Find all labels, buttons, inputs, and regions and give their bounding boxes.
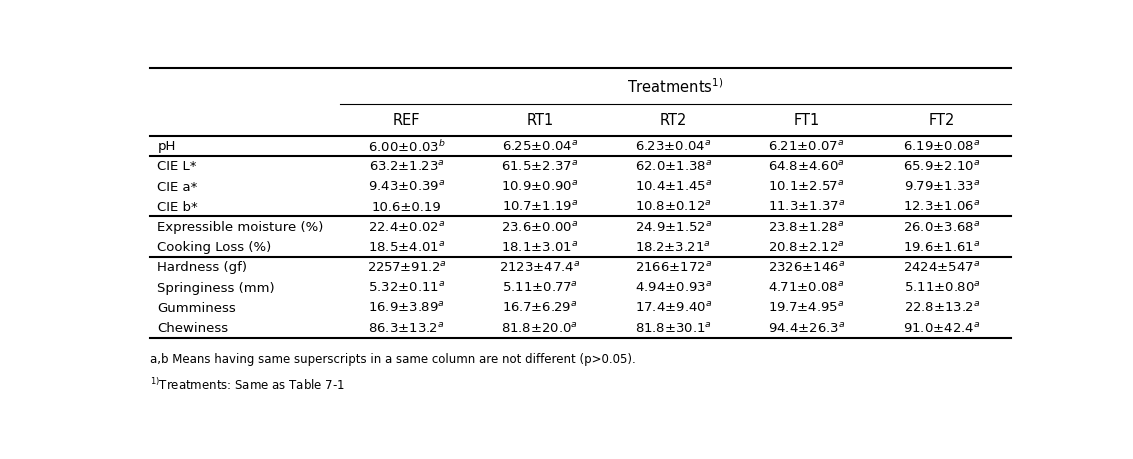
Text: 5.32±0.11$^{a}$: 5.32±0.11$^{a}$ xyxy=(368,280,445,294)
Text: 22.8±13.2$^{a}$: 22.8±13.2$^{a}$ xyxy=(904,301,980,314)
Text: 11.3±1.37$^{a}$: 11.3±1.37$^{a}$ xyxy=(768,200,845,214)
Text: 19.7±4.95$^{a}$: 19.7±4.95$^{a}$ xyxy=(768,301,845,314)
Text: 23.6±0.00$^{a}$: 23.6±0.00$^{a}$ xyxy=(501,220,579,234)
Text: 22.4±0.02$^{a}$: 22.4±0.02$^{a}$ xyxy=(368,220,445,234)
Text: 18.2±3.21$^{a}$: 18.2±3.21$^{a}$ xyxy=(636,240,712,254)
Text: 19.6±1.61$^{a}$: 19.6±1.61$^{a}$ xyxy=(903,240,981,254)
Text: 61.5±2.37$^{a}$: 61.5±2.37$^{a}$ xyxy=(501,160,579,174)
Text: 10.9±0.90$^{a}$: 10.9±0.90$^{a}$ xyxy=(501,180,579,194)
Text: 10.4±1.45$^{a}$: 10.4±1.45$^{a}$ xyxy=(634,180,712,194)
Text: 2326±146$^{a}$: 2326±146$^{a}$ xyxy=(768,260,845,274)
Text: 23.8±1.28$^{a}$: 23.8±1.28$^{a}$ xyxy=(768,220,844,234)
Text: 5.11±0.77$^{a}$: 5.11±0.77$^{a}$ xyxy=(502,280,578,294)
Text: 62.0±1.38$^{a}$: 62.0±1.38$^{a}$ xyxy=(634,160,712,174)
Text: 2424±547$^{a}$: 2424±547$^{a}$ xyxy=(903,260,981,274)
Text: Expressible moisture (%): Expressible moisture (%) xyxy=(157,220,324,234)
Text: 10.7±1.19$^{a}$: 10.7±1.19$^{a}$ xyxy=(502,200,578,214)
Text: 2257±91.2$^{a}$: 2257±91.2$^{a}$ xyxy=(367,260,446,274)
Text: 6.21±0.07$^{a}$: 6.21±0.07$^{a}$ xyxy=(768,140,845,153)
Text: REF: REF xyxy=(393,113,420,128)
Text: FT1: FT1 xyxy=(793,113,819,128)
Text: 24.9±1.52$^{a}$: 24.9±1.52$^{a}$ xyxy=(634,220,712,234)
Text: 4.94±0.93$^{a}$: 4.94±0.93$^{a}$ xyxy=(634,280,712,294)
Text: 2166±172$^{a}$: 2166±172$^{a}$ xyxy=(634,260,712,274)
Text: 2123±47.4$^{a}$: 2123±47.4$^{a}$ xyxy=(499,260,580,274)
Text: 64.8±4.60$^{a}$: 64.8±4.60$^{a}$ xyxy=(768,160,845,174)
Text: 86.3±13.2$^{a}$: 86.3±13.2$^{a}$ xyxy=(368,321,444,335)
Text: 5.11±0.80$^{a}$: 5.11±0.80$^{a}$ xyxy=(904,280,980,294)
Text: 6.23±0.04$^{a}$: 6.23±0.04$^{a}$ xyxy=(634,140,712,153)
Text: 91.0±42.4$^{a}$: 91.0±42.4$^{a}$ xyxy=(903,321,981,335)
Text: 16.9±3.89$^{a}$: 16.9±3.89$^{a}$ xyxy=(368,301,445,314)
Text: 9.43±0.39$^{a}$: 9.43±0.39$^{a}$ xyxy=(368,180,445,194)
Text: 16.7±6.29$^{a}$: 16.7±6.29$^{a}$ xyxy=(502,301,578,314)
Text: 10.8±0.12$^{a}$: 10.8±0.12$^{a}$ xyxy=(634,200,712,214)
Text: 9.79±1.33$^{a}$: 9.79±1.33$^{a}$ xyxy=(904,180,980,194)
Text: 81.8±30.1$^{a}$: 81.8±30.1$^{a}$ xyxy=(634,321,712,335)
Text: 63.2±1.23$^{a}$: 63.2±1.23$^{a}$ xyxy=(368,160,444,174)
Text: 6.19±0.08$^{a}$: 6.19±0.08$^{a}$ xyxy=(903,140,981,153)
Text: 12.3±1.06$^{a}$: 12.3±1.06$^{a}$ xyxy=(903,200,981,214)
Text: Treatments$^{1)}$: Treatments$^{1)}$ xyxy=(628,78,724,96)
Text: 18.5±4.01$^{a}$: 18.5±4.01$^{a}$ xyxy=(368,240,445,254)
Text: 65.9±2.10$^{a}$: 65.9±2.10$^{a}$ xyxy=(903,160,981,174)
Text: CIE L*: CIE L* xyxy=(157,160,197,173)
Text: 81.8±20.0$^{a}$: 81.8±20.0$^{a}$ xyxy=(501,321,578,335)
Text: CIE a*: CIE a* xyxy=(157,180,198,193)
Text: 18.1±3.01$^{a}$: 18.1±3.01$^{a}$ xyxy=(501,240,579,254)
Text: pH: pH xyxy=(157,140,176,153)
Text: 94.4±26.3$^{a}$: 94.4±26.3$^{a}$ xyxy=(768,321,845,335)
Text: 6.25±0.04$^{a}$: 6.25±0.04$^{a}$ xyxy=(502,140,578,153)
Text: a,b Means having same superscripts in a same column are not different (p>0.05).: a,b Means having same superscripts in a … xyxy=(151,352,636,365)
Text: 10.1±2.57$^{a}$: 10.1±2.57$^{a}$ xyxy=(768,180,845,194)
Text: 26.0±3.68$^{a}$: 26.0±3.68$^{a}$ xyxy=(903,220,981,234)
Text: 6.00±0.03$^{b}$: 6.00±0.03$^{b}$ xyxy=(367,139,445,154)
Text: Cooking Loss (%): Cooking Loss (%) xyxy=(157,241,272,254)
Text: 17.4±9.40$^{a}$: 17.4±9.40$^{a}$ xyxy=(634,301,712,314)
Text: 4.71±0.08$^{a}$: 4.71±0.08$^{a}$ xyxy=(768,280,845,294)
Text: Hardness (gf): Hardness (gf) xyxy=(157,261,247,274)
Text: 10.6±0.19: 10.6±0.19 xyxy=(372,201,441,213)
Text: FT2: FT2 xyxy=(929,113,955,128)
Text: Gumminess: Gumminess xyxy=(157,301,236,314)
Text: CIE b*: CIE b* xyxy=(157,201,198,213)
Text: $^{1)}$Treatments: Same as Table 7-1: $^{1)}$Treatments: Same as Table 7-1 xyxy=(151,377,346,392)
Text: Chewiness: Chewiness xyxy=(157,321,229,334)
Text: RT1: RT1 xyxy=(526,113,553,128)
Text: 20.8±2.12$^{a}$: 20.8±2.12$^{a}$ xyxy=(768,240,845,254)
Text: Springiness (mm): Springiness (mm) xyxy=(157,281,275,294)
Text: RT2: RT2 xyxy=(659,113,687,128)
